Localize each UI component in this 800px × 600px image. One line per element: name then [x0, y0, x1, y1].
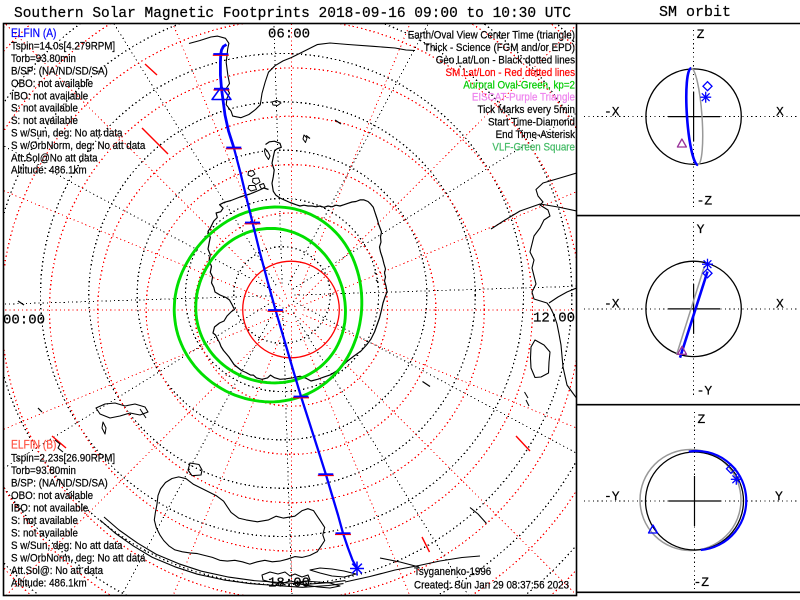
svg-text:SM Lat/Lon - Red dotted lines: SM Lat/Lon - Red dotted lines	[446, 67, 575, 79]
svg-text:Thick - Science (FGM and/or EP: Thick - Science (FGM and/or EPD)	[424, 43, 575, 55]
svg-text:ELFIN (A): ELFIN (A)	[11, 27, 56, 40]
svg-text:IBO: not available: IBO: not available	[11, 503, 88, 515]
svg-text:S w/Sun, deg: No att data: S w/Sun, deg: No att data	[11, 128, 123, 140]
svg-text:Tspin=14.0s[4.279RPM]: Tspin=14.0s[4.279RPM]	[11, 41, 115, 53]
svg-text:Altitude: 486.1km: Altitude: 486.1km	[11, 578, 87, 590]
svg-text:Altitude: 486.1km: Altitude: 486.1km	[11, 165, 87, 177]
svg-text:-Z: -Z	[694, 575, 710, 590]
svg-text:Auroral Oval-Green, kp=2: Auroral Oval-Green, kp=2	[463, 80, 575, 92]
svg-text:Y: Y	[775, 489, 783, 504]
svg-text:S w/Sun, deg: No att data: S w/Sun, deg: No att data	[11, 541, 123, 553]
svg-text:Tspin=2.23s[26.90RPM]: Tspin=2.23s[26.90RPM]	[11, 453, 115, 465]
svg-text:12:00: 12:00	[533, 311, 575, 327]
svg-text:S w/OrbNorm, deg: No att data: S w/OrbNorm, deg: No att data	[11, 140, 146, 152]
svg-text:X: X	[776, 297, 784, 312]
svg-text:ELFIN (B): ELFIN (B)	[11, 439, 56, 452]
svg-text:Torb=93.80min: Torb=93.80min	[11, 466, 76, 478]
svg-text:-Y: -Y	[697, 384, 713, 399]
svg-text:Start Time-Diamond: Start Time-Diamond	[488, 117, 575, 129]
svg-text:06:00: 06:00	[268, 27, 310, 43]
svg-text:EISCAT-Purple Triangle: EISCAT-Purple Triangle	[472, 92, 575, 104]
svg-text:OBO: not available: OBO: not available	[11, 78, 93, 90]
svg-text:End Time-Asterisk: End Time-Asterisk	[496, 129, 576, 141]
svg-text:Southern Solar Magnetic Footpr: Southern Solar Magnetic Footprints 2018-…	[14, 6, 571, 22]
svg-text:Y: Y	[697, 222, 705, 237]
svg-text:S: not available: S: not available	[11, 103, 78, 115]
svg-text:IBO: not available: IBO: not available	[11, 91, 88, 103]
svg-text:Z: Z	[698, 412, 706, 427]
svg-text:18:00: 18:00	[268, 576, 310, 592]
svg-text:-X: -X	[604, 297, 620, 312]
svg-text:OBO: not available: OBO: not available	[11, 491, 93, 503]
svg-text:S: not available: S: not available	[11, 116, 78, 128]
svg-text:Earth/Oval View Center Time (t: Earth/Oval View Center Time (triangle)	[408, 30, 575, 42]
svg-text:SM orbit: SM orbit	[659, 4, 731, 21]
svg-text:Tsyganenko-1996: Tsyganenko-1996	[414, 567, 491, 579]
svg-text:X: X	[776, 105, 784, 120]
svg-text:-X: -X	[604, 105, 620, 120]
svg-text:S w/OrbNorm, deg: No att data: S w/OrbNorm, deg: No att data	[11, 553, 146, 565]
svg-text:Created: Sun Jan 29 08:37:56 2: Created: Sun Jan 29 08:37:56 2023	[414, 580, 569, 592]
svg-text:S: not available: S: not available	[11, 516, 78, 528]
svg-text:Tick Marks every 5min: Tick Marks every 5min	[477, 105, 575, 117]
svg-text:Geo Lat/Lon - Black dotted lin: Geo Lat/Lon - Black dotted lines	[436, 55, 575, 67]
svg-text:VLF-Green Square: VLF-Green Square	[492, 142, 575, 154]
svg-text:-Y: -Y	[604, 489, 620, 504]
svg-text:-Z: -Z	[697, 194, 713, 209]
svg-text:00:00: 00:00	[3, 313, 45, 329]
svg-text:B/SP: (NA/ND/SD/SA): B/SP: (NA/ND/SD/SA)	[11, 478, 108, 490]
svg-text:Torb=93.80min: Torb=93.80min	[11, 54, 76, 66]
svg-text:Att.Sol@: No att data: Att.Sol@: No att data	[11, 566, 103, 578]
svg-text:B/SP: (NA/ND/SD/SA): B/SP: (NA/ND/SD/SA)	[11, 66, 108, 78]
svg-text:S: not available: S: not available	[11, 528, 78, 540]
svg-text:Z: Z	[697, 27, 705, 42]
svg-text:Att.Sol@No att data: Att.Sol@No att data	[11, 153, 98, 165]
